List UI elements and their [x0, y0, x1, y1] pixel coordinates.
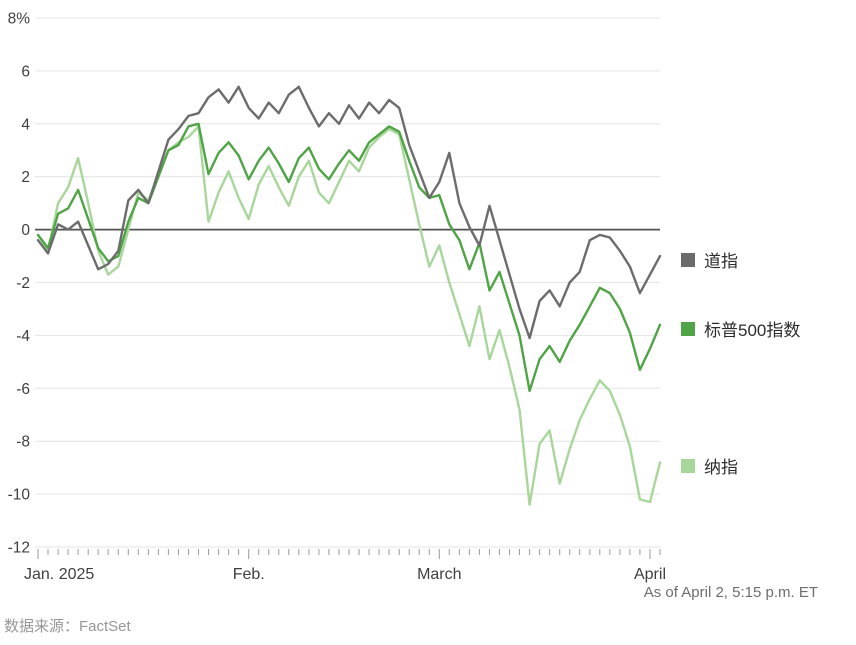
series-line-nasdaq	[36, 125, 662, 506]
y-axis-label: -12	[8, 540, 30, 557]
legend-item-sp500: 标普500指数	[681, 316, 800, 341]
y-axis-label: 8%	[8, 11, 31, 28]
line-chart: 8% 6 4 2 0 -2 -4 -6 -8 -10 -12 Jan. 2025 Feb. March Ap…	[8, 11, 666, 584]
y-axis-label: -4	[16, 328, 30, 345]
x-axis-label: March	[417, 566, 461, 583]
y-axis-label: -2	[16, 275, 30, 292]
y-axis-label: 2	[21, 169, 30, 186]
legend-item-nasdaq: 纳指	[681, 453, 738, 478]
legend-label-nasdaq: 纳指	[704, 458, 738, 477]
legend-swatch-dow	[681, 252, 695, 267]
legend-item-dow: 道指	[681, 247, 738, 272]
x-axis-label: April	[634, 566, 666, 583]
as-of-timestamp: As of April 2, 5:15 p.m. ET	[643, 584, 818, 601]
x-axis-label: Jan. 2025	[24, 566, 94, 583]
y-axis-label: -8	[16, 434, 30, 451]
y-axis-label: 6	[21, 63, 30, 80]
data-source: 数据来源：FactSet	[4, 618, 131, 635]
x-axis-label: Feb.	[233, 566, 265, 583]
legend-label-dow: 道指	[704, 252, 738, 271]
y-axis-label: -10	[8, 487, 31, 504]
legend-swatch-nasdaq	[681, 458, 695, 473]
y-axis-label: 4	[21, 116, 30, 133]
y-axis-label: -6	[16, 381, 30, 398]
y-axis-label: 0	[21, 222, 30, 239]
series-line-sp500	[36, 122, 662, 393]
legend-swatch-sp500	[681, 321, 695, 336]
legend-label-sp500: 标普500指数	[704, 321, 801, 340]
series-line-dow	[36, 85, 662, 340]
